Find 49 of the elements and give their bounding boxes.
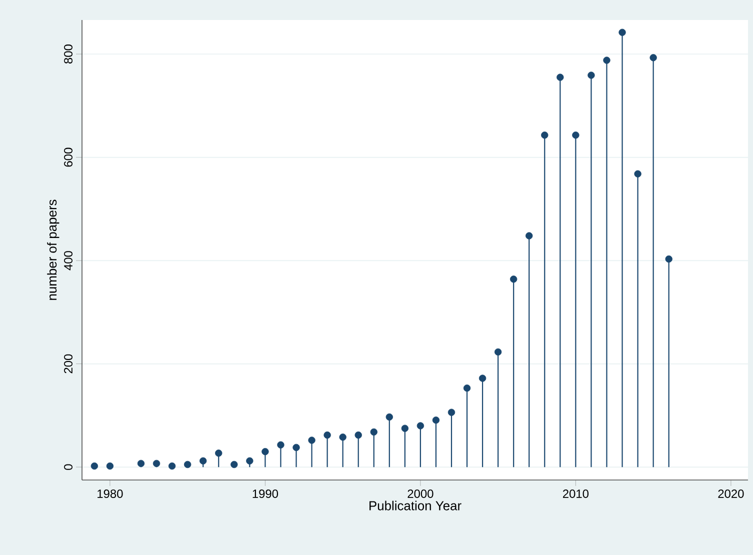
x-axis-title: Publication Year (370, 500, 462, 510)
x-tick-label: 1990 (252, 490, 278, 498)
point (106, 462, 114, 470)
point (168, 462, 176, 470)
point (541, 132, 548, 139)
point (308, 436, 316, 444)
point (370, 428, 378, 436)
x-tick-label: 1980 (98, 490, 123, 498)
x-tick-label: 2020 (718, 490, 744, 498)
point (634, 170, 642, 178)
point (556, 74, 564, 81)
point (618, 28, 626, 36)
point (416, 422, 424, 430)
point (246, 457, 254, 464)
point (510, 276, 518, 283)
point (152, 460, 160, 468)
point (494, 348, 502, 356)
y-tick-label: 600 (64, 148, 72, 167)
y-tick-label: 200 (64, 354, 72, 374)
point (339, 434, 346, 441)
x-tick-label: 2010 (562, 490, 589, 498)
x-tick-label: 2000 (408, 490, 434, 498)
point (478, 374, 486, 382)
y-tick-label: 0 (64, 464, 72, 470)
point (324, 431, 331, 439)
point (463, 384, 471, 392)
point (200, 457, 207, 464)
point (603, 56, 610, 64)
point (292, 444, 300, 452)
point (354, 431, 362, 439)
y-tick-label: 400 (64, 251, 72, 270)
point (230, 460, 238, 468)
point (448, 408, 456, 416)
point (262, 448, 269, 456)
point (401, 424, 409, 432)
point (432, 416, 440, 424)
point (665, 255, 672, 263)
point (215, 450, 222, 457)
point (572, 132, 580, 139)
point (386, 413, 393, 421)
point (526, 232, 533, 240)
point (650, 54, 657, 62)
point (588, 72, 595, 79)
point (90, 462, 98, 470)
point (184, 460, 192, 468)
point (137, 460, 145, 468)
y-tick-label: 800 (64, 44, 72, 64)
point (277, 441, 284, 448)
y-axis-title: number of papers (47, 200, 60, 300)
